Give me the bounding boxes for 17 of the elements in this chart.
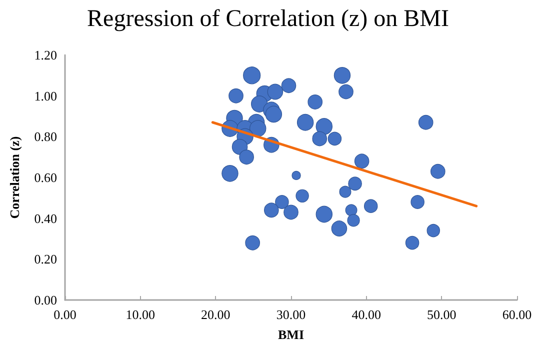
chart-title: Regression of Correlation (z) on BMI	[87, 6, 449, 32]
x-tick-label: 30.00	[276, 307, 306, 322]
y-tick-label: 1.00	[34, 88, 57, 104]
x-tick-label: 0.00	[54, 307, 76, 322]
y-tick-label: 1.20	[34, 48, 57, 62]
y-axis-title: Correlation (z)	[7, 136, 22, 219]
x-tick-label: 20.00	[201, 307, 230, 322]
y-tick-label: 0.20	[34, 252, 57, 267]
x-axis-title: BMI	[278, 327, 304, 342]
y-tick-label: 0.60	[34, 170, 57, 185]
y-tick-label: 0.00	[34, 292, 57, 308]
y-tick-label: 0.40	[34, 210, 57, 226]
y-tick-label: 0.80	[34, 129, 57, 144]
x-tick-label: 10.00	[126, 307, 155, 322]
x-tick-label: 50.00	[427, 307, 456, 322]
x-tick-label: 60.00	[502, 307, 532, 322]
x-tick-label: 40.00	[352, 307, 381, 322]
